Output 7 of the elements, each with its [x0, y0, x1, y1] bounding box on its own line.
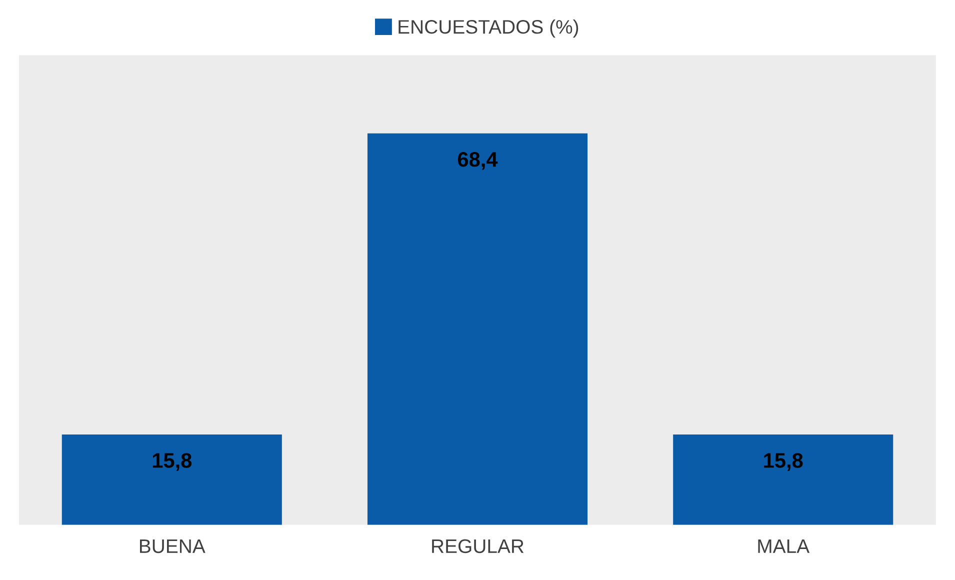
data-label: 15,8	[152, 453, 192, 471]
x-tick-label: BUENA	[140, 540, 206, 554]
legend-label: ENCUESTADOS (%)	[398, 19, 578, 38]
x-tick-label: REGULAR	[432, 539, 524, 554]
data-label: 15,8	[764, 453, 803, 471]
x-tick-label: MALA	[758, 540, 810, 553]
data-label: 68,4	[458, 152, 498, 170]
